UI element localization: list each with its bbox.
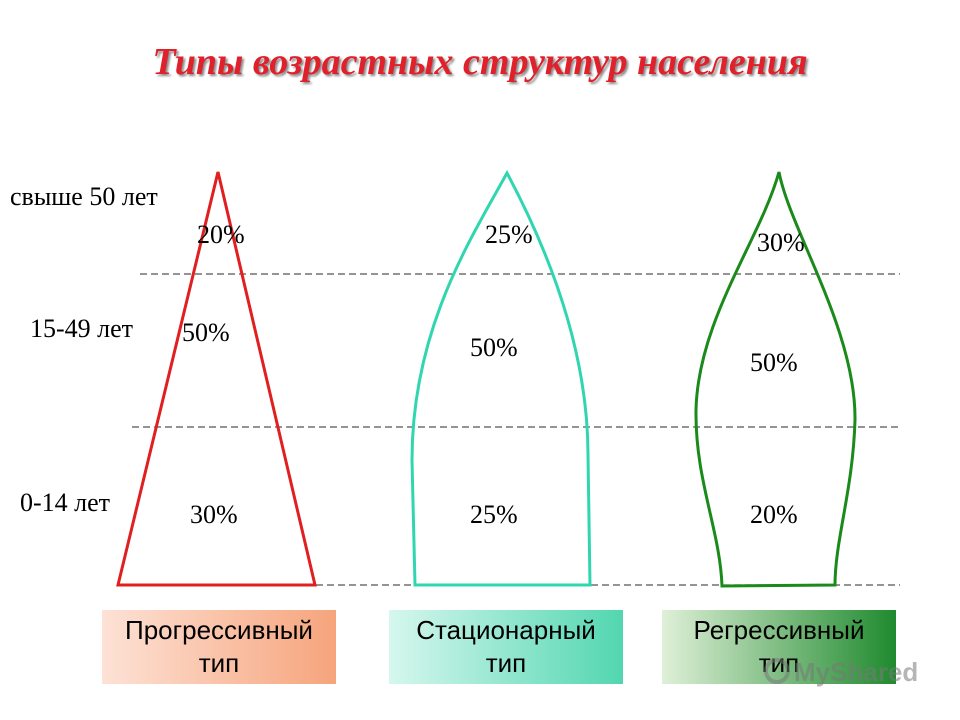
stationary-old-percent: 25%: [485, 220, 533, 249]
age-label-0-14: 0-14 лет: [20, 488, 111, 517]
watermark: MyShared: [764, 657, 918, 688]
regressive-pyramid-shape: [694, 171, 857, 588]
regressive-young-percent: 20%: [750, 500, 798, 529]
stationary-type-word: тип: [485, 648, 527, 678]
stationary-pyramid-shape: [410, 169, 592, 587]
regressive-middle-percent: 50%: [750, 348, 798, 377]
progressive-old-percent: 20%: [197, 220, 245, 249]
stationary-middle-percent: 50%: [470, 333, 518, 362]
progressive-type-word: тип: [198, 648, 240, 678]
regressive-type-label: Регрессивный тип: [662, 610, 896, 684]
progressive-young-percent: 30%: [190, 500, 238, 529]
progressive-type-name: Прогрессивный: [125, 615, 313, 645]
progressive-pyramid-shape: [116, 171, 317, 587]
regressive-old-percent: 30%: [757, 228, 805, 257]
regressive-type-name: Регрессивный: [693, 615, 865, 645]
stationary-type-label: Стационарный тип: [389, 610, 623, 684]
stationary-type-name: Стационарный: [416, 615, 596, 645]
page-title: Типы возрастных структур населения: [152, 41, 808, 83]
watermark-text: MyShared: [794, 657, 919, 687]
age-label-15-49: 15-49 лет: [30, 314, 134, 343]
progressive-type-label: Прогрессивный тип: [102, 610, 336, 684]
watermark-logo-icon: [764, 658, 790, 684]
progressive-middle-percent: 50%: [182, 318, 230, 347]
age-label-over-50: свыше 50 лет: [10, 182, 158, 211]
stationary-young-percent: 25%: [470, 500, 518, 529]
